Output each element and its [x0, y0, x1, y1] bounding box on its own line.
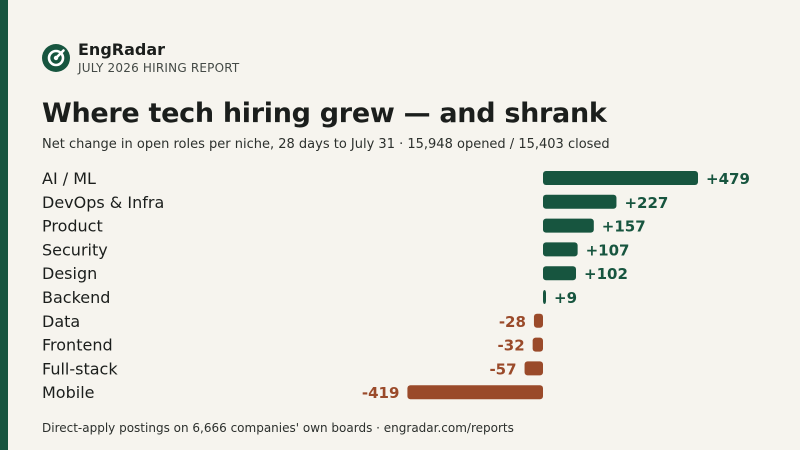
category-label-data: Data	[42, 312, 80, 331]
value-label-data: -28	[499, 313, 526, 331]
footer-source: Direct-apply postings on 6,666 companies…	[42, 421, 514, 435]
value-label-mobile: -419	[362, 384, 400, 402]
category-label-ai-ml: AI / ML	[42, 169, 96, 188]
brand-header: EngRadar JULY 2026 HIRING REPORT	[42, 42, 239, 74]
category-label-full-stack: Full-stack	[42, 359, 118, 378]
accent-bar	[0, 0, 8, 450]
value-label-devops-infra: +227	[624, 194, 668, 212]
value-label-security: +107	[586, 241, 630, 259]
page-subtitle: Net change in open roles per niche, 28 d…	[42, 137, 610, 152]
category-label-product: Product	[42, 217, 103, 236]
category-label-devops-infra: DevOps & Infra	[42, 193, 164, 212]
bar-design	[543, 266, 577, 281]
bar-full-stack	[524, 361, 543, 376]
category-label-mobile: Mobile	[42, 383, 94, 402]
value-label-product: +157	[602, 218, 646, 236]
value-label-design: +102	[584, 265, 628, 283]
bar-frontend	[532, 337, 543, 352]
brand-name: EngRadar	[78, 40, 166, 59]
value-label-full-stack: -57	[489, 360, 516, 378]
bar-backend	[543, 290, 546, 304]
bar-devops-infra	[543, 194, 617, 209]
report-label: JULY 2026 HIRING REPORT	[78, 61, 240, 75]
radar-logo-icon	[42, 44, 70, 72]
category-label-security: Security	[42, 240, 108, 259]
category-label-frontend: Frontend	[42, 336, 113, 355]
bar-security	[543, 242, 578, 257]
category-label-backend: Backend	[42, 288, 110, 307]
category-label-design: Design	[42, 264, 97, 283]
bar-ai-ml	[543, 171, 698, 185]
page-title: Where tech hiring grew — and shrank	[42, 98, 607, 129]
value-label-frontend: -32	[498, 337, 525, 355]
bar-mobile	[407, 385, 543, 400]
value-label-ai-ml: +479	[706, 170, 750, 188]
value-label-backend: +9	[554, 289, 577, 307]
bar-product	[543, 218, 594, 233]
bar-data	[533, 313, 543, 328]
